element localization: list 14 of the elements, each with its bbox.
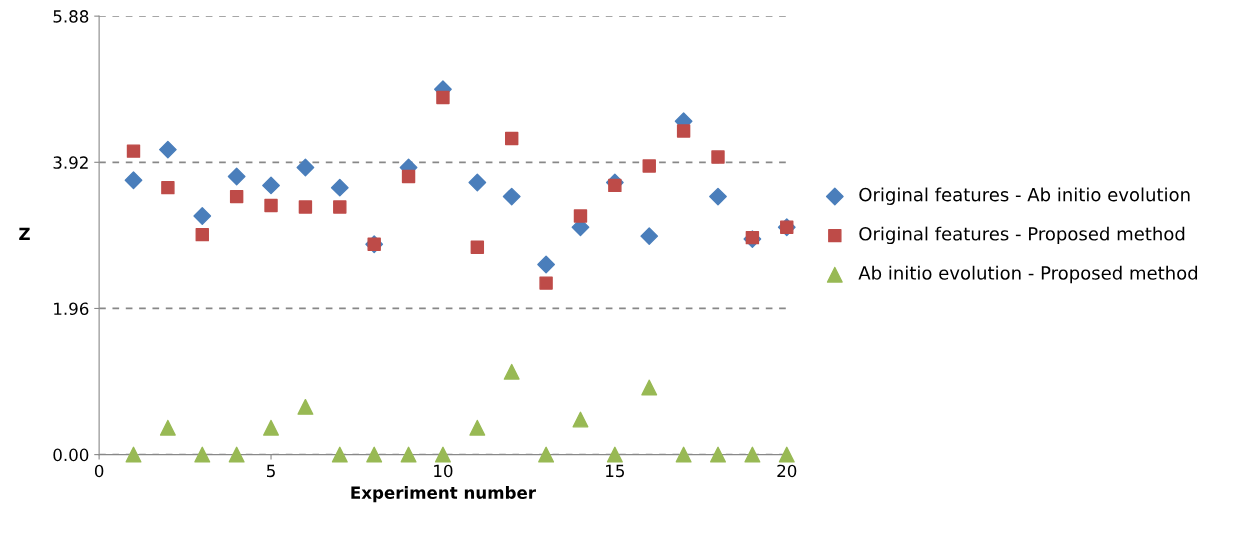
legend-label: Ab initio evolution - Proposed method — [858, 265, 1198, 284]
x-tick-label: 0 — [94, 464, 104, 478]
x-tick-label: 5 — [267, 464, 275, 478]
y-tick-label: 0.00 — [53, 448, 89, 462]
y-tick-label: 5.88 — [53, 10, 89, 23]
x-tick-label: 15 — [606, 464, 624, 478]
x-tick-label: 10 — [434, 464, 453, 478]
y-axis-title: Z — [19, 227, 30, 240]
x-tick-label: 20 — [777, 464, 797, 478]
y-tick-label: 3.92 — [53, 156, 88, 169]
y-tick-label: 1.96 — [54, 302, 89, 316]
legend-label: Original features - Ab initio evolution — [859, 187, 1190, 205]
legend-label: Original features - Proposed method — [859, 226, 1185, 245]
x-axis-title: Experiment number — [351, 486, 536, 503]
